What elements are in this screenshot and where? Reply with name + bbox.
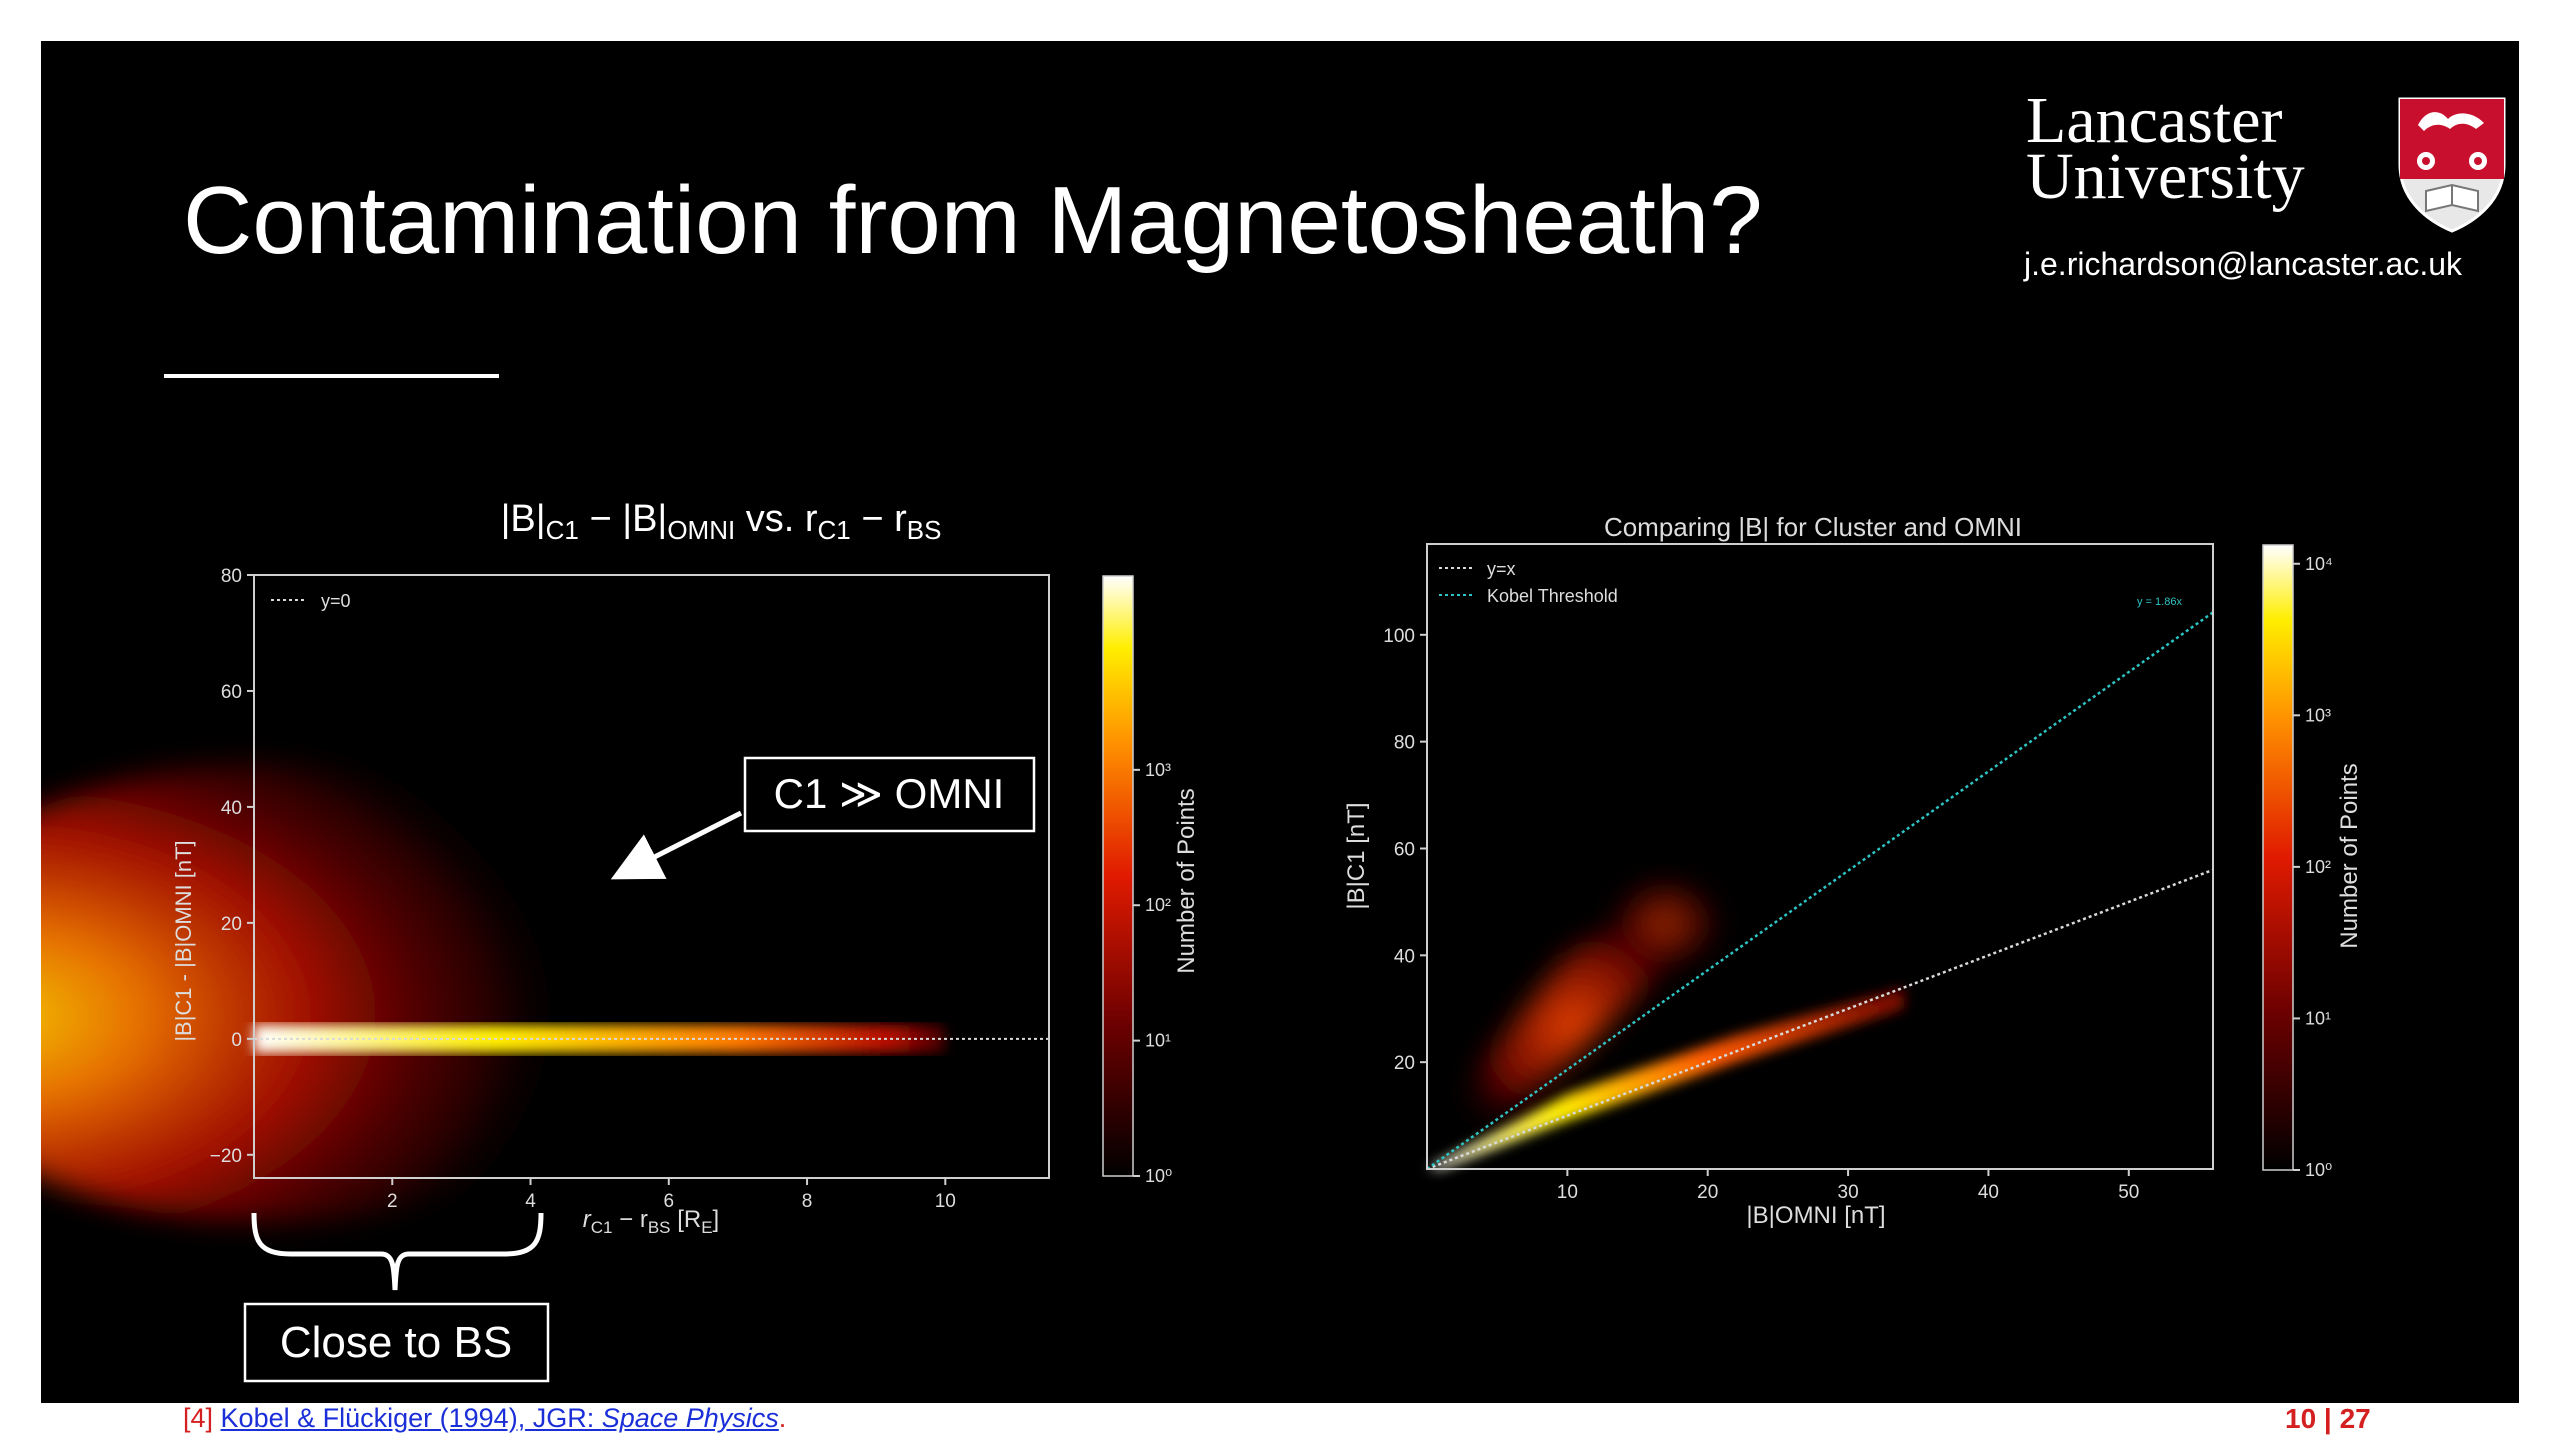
callout-c1-omni: C1 ≫ OMNI <box>610 756 1036 880</box>
citation-end: . <box>778 1403 787 1433</box>
chart1-ytick-label: 60 <box>221 682 242 703</box>
chart1-xlabel: rC1 − rBS [RE] <box>583 1206 719 1237</box>
chart1-density-cloud <box>41 762 648 1223</box>
chart1-ytick-label: 20 <box>221 914 242 935</box>
chart2-annotation: y = 1.86x <box>2137 596 2182 608</box>
citation: [4] Kobel & Flückiger (1994), JGR: Space… <box>183 1403 786 1434</box>
chart2-xtick-label: 10 <box>1557 1182 1578 1203</box>
chart-right: Comparing |B| for Cluster and OMNI 10 20 3… <box>1343 512 2363 1229</box>
chart2-colorbar <box>2262 544 2294 1171</box>
chart2-colorbar-tick-label: 10⁴ <box>2305 554 2333 574</box>
chart1-xtick-label: 2 <box>387 1191 398 1212</box>
chart1-colorbar-tick-label: 10² <box>1145 895 1171 915</box>
chart1-colorbar-tick-label: 10¹ <box>1145 1031 1171 1051</box>
chart1-xtick-label: 10 <box>935 1191 956 1212</box>
chart2-xlabel: |B|OMNI [nT] <box>1746 1202 1885 1229</box>
chart-left: |B|C1 − |B|OMNI vs. rC1 − rBS 2 4 6 8 10 −20… <box>41 498 1200 1237</box>
chart2-colorbar-tick-label: 10¹ <box>2305 1008 2331 1028</box>
chart2-xtick-label: 40 <box>1978 1182 1999 1203</box>
chart2-ytick-label: 60 <box>1394 839 1415 860</box>
chart2-xtick-label: 20 <box>1697 1182 1718 1203</box>
logo-text: Lancaster University <box>2026 84 2305 213</box>
chart1-xtick-label: 6 <box>663 1191 674 1212</box>
chart2-line-1 <box>1426 611 2214 1171</box>
chart2-axes-frame <box>1426 543 2214 1170</box>
slide-footer <box>0 1403 2560 1440</box>
callout-text: C1 ≫ OMNI <box>774 770 1005 817</box>
chart2-colorbar-tick-label: 10² <box>2305 857 2331 877</box>
chart1-axes-frame <box>253 574 1050 1179</box>
chart1-ytick-label: 80 <box>221 566 242 587</box>
close-to-bs-annotation: Close to BS <box>243 1212 550 1383</box>
chart1-legend: y=0 <box>271 591 351 611</box>
chart2-ytick-label: 80 <box>1394 733 1415 754</box>
chart1-xtick-label: 8 <box>802 1191 813 1212</box>
chart1-ylabel: |B|C1 - |B|OMNI [nT] <box>171 840 196 1041</box>
chart2-xtick-label: 30 <box>1838 1182 1859 1203</box>
chart2-legend: y=x Kobel Threshold <box>1439 559 1618 606</box>
chart2-ytick-label: 100 <box>1383 626 1415 647</box>
citation-journal: Space Physics <box>601 1403 779 1433</box>
charts-canvas: |B|C1 − |B|OMNI vs. rC1 − rBS 2 4 6 8 10 −20… <box>41 498 2363 1383</box>
chart2-colorbar-tick-label: 10⁰ <box>2305 1160 2332 1180</box>
chart1-colorbar-tick-label: 10⁰ <box>1145 1166 1172 1186</box>
chart2-ytick-label: 40 <box>1394 946 1415 967</box>
slide-title: Contamination from Magnetosheath? <box>183 167 1763 274</box>
author-email: j.e.richardson@lancaster.ac.uk <box>2024 246 2463 282</box>
logo-line1: Lancaster <box>2026 84 2283 157</box>
chart1-xtick-label: 4 <box>525 1191 536 1212</box>
chart1-ytick-label: 40 <box>221 798 242 819</box>
chart1-colorbar <box>1102 575 1134 1177</box>
lancaster-crest-icon <box>2398 97 2506 233</box>
chart2-colorbar-tick-label: 10³ <box>2305 705 2331 725</box>
logo-line2: University <box>2026 140 2305 213</box>
page-separator: | <box>2316 1403 2340 1434</box>
chart2-legend-label-0: y=x <box>1487 559 1516 579</box>
callout-arrow <box>610 810 743 880</box>
chart2-legend-label-1: Kobel Threshold <box>1487 586 1618 606</box>
chart1-ytick-label: −20 <box>210 1146 242 1167</box>
curly-bracket <box>251 1212 544 1291</box>
chart2-xtick-label: 50 <box>2118 1182 2139 1203</box>
citation-link[interactable]: Kobel & Flückiger (1994), JGR: Space Phy… <box>220 1403 779 1433</box>
chart1-legend-label: y=0 <box>321 591 351 611</box>
chart1-heatmap <box>41 762 1049 1223</box>
title-underline <box>164 374 499 378</box>
page-total: 27 <box>2339 1403 2371 1434</box>
university-logo: Lancaster University <box>2026 84 2511 283</box>
chart2-ytick-label: 20 <box>1394 1053 1415 1074</box>
chart2-ylabel: |B|C1 [nT] <box>1343 802 1370 909</box>
chart2-title: Comparing |B| for Cluster and OMNI <box>1604 512 2022 542</box>
citation-ref: [4] <box>183 1403 214 1433</box>
chart2-heatmap <box>1426 611 2214 1171</box>
chart1-title: |B|C1 − |B|OMNI vs. rC1 − rBS <box>501 498 942 545</box>
chart1-ytick-label: 0 <box>231 1030 242 1051</box>
chart2-line-0 <box>1426 868 2214 1171</box>
page-current: 10 <box>2285 1403 2317 1434</box>
chart2-density-cloud <box>1605 873 1726 974</box>
slide: Contamination from Magnetosheath? Lancas… <box>41 41 2519 1403</box>
close-to-bs-label: Close to BS <box>280 1318 512 1367</box>
chart1-colorbar-tick-label: 10³ <box>1145 760 1171 780</box>
page-number: 10 | 27 <box>2285 1403 2371 1435</box>
chart2-colorbar-label: Number of Points <box>2336 763 2363 948</box>
chart1-colorbar-label: Number of Points <box>1173 788 1200 973</box>
